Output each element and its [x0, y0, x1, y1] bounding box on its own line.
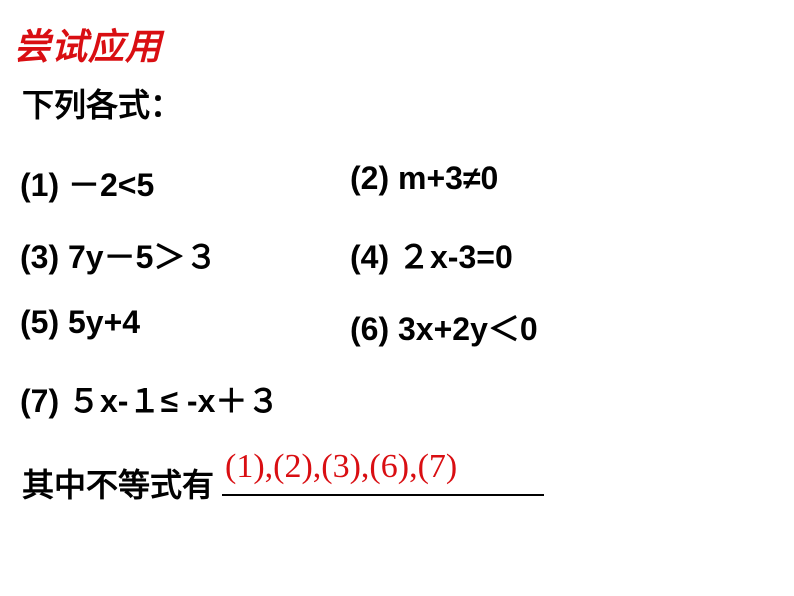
intro-text: 下列各式： [22, 80, 182, 126]
expression-3: (3) 7y－5＞３ [20, 232, 217, 278]
section-heading: 尝试应用 [14, 18, 162, 70]
answer-value: (1),(2),(3),(6),(7) [225, 448, 457, 486]
expression-6: (6) 3x+2y＜0 [350, 304, 538, 350]
expression-2: (2) m+3≠0 [350, 160, 498, 197]
answer-label: 其中不等式有 [22, 460, 214, 506]
expression-1: (1) －2<5 [20, 160, 154, 206]
answer-underline [222, 494, 544, 496]
expression-5: (5) 5y+4 [20, 304, 140, 341]
expression-7: (7) ５x-１≤ -x＋３ [20, 376, 279, 422]
expression-4: (4) ２x-3=0 [350, 232, 513, 278]
